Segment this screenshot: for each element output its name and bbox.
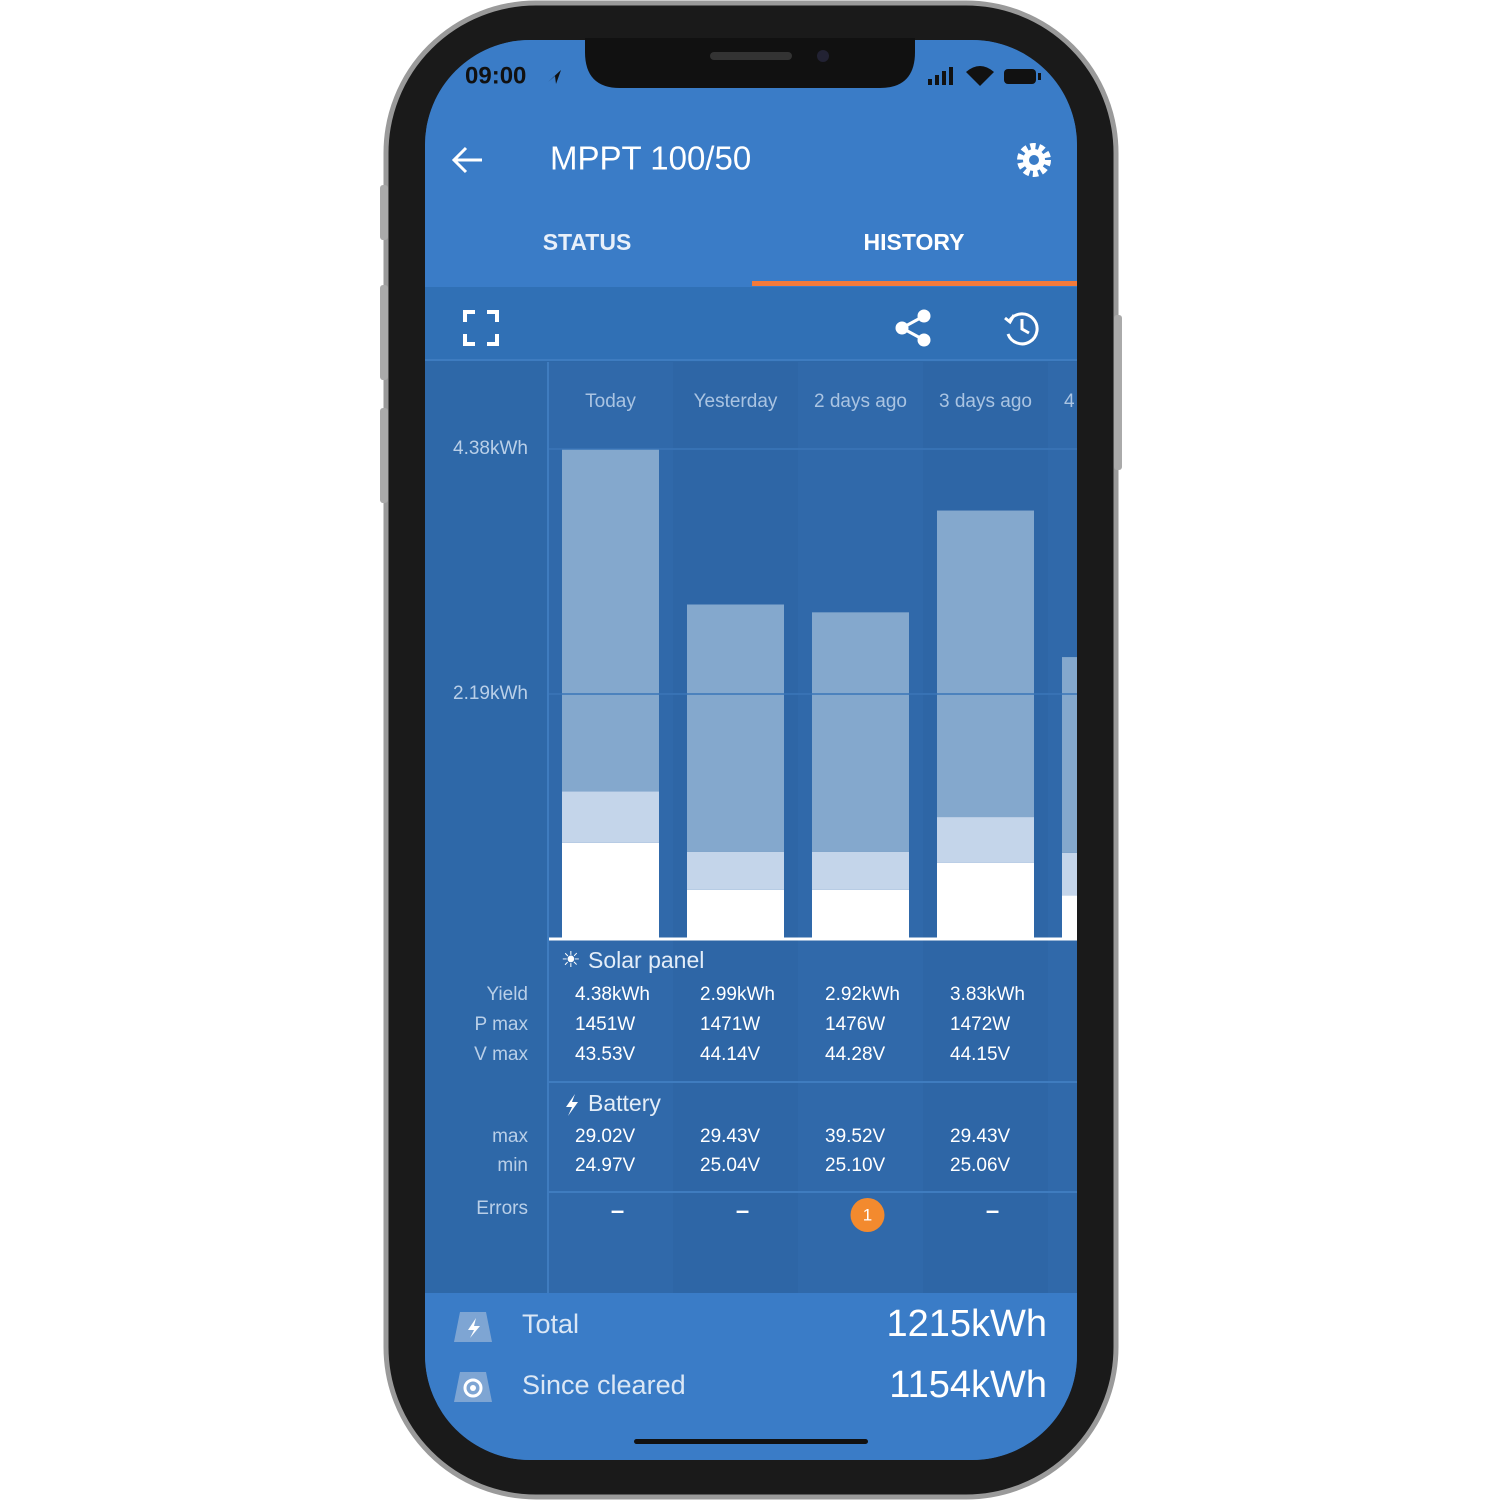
cell: 25.04V [700,1155,761,1176]
tab[interactable]: STATUS [543,229,632,255]
toolbar [425,287,1077,360]
error-cell: – [736,1197,749,1224]
fullscreen-button[interactable] [463,310,499,346]
y-tick-label: 4.38kWh [453,438,528,459]
error-badge [850,1198,885,1232]
bar-segment [812,612,909,852]
row-label: V max [474,1044,528,1065]
bar-segment [937,862,1034,939]
screen: Today Yesterday 2 days ago 3 days ago 4 days… [425,40,1157,1460]
clock: 09:00 [465,62,526,89]
wifi-icon [966,66,994,86]
row-label: max [492,1126,528,1147]
plot: Today Yesterday 2 days ago 3 days ago 4 days… [548,362,1157,1293]
side-button [380,408,388,503]
camera [817,50,829,62]
x-tick-label: Yesterday [694,391,778,412]
tab-indicator [752,281,1077,286]
cell: 2.92kWh [825,984,900,1005]
bar-segment [937,817,1034,863]
bar-segment [687,851,784,890]
bar-segment [562,842,659,939]
x-tick-label: 3 days ago [939,391,1032,412]
signal-icon [935,75,939,85]
row-label: min [497,1155,528,1176]
cell: 39.52V [825,1126,886,1147]
signal-icon [928,79,932,85]
section-title: Solar panel [588,947,704,973]
location-icon [548,70,561,84]
cell: 29.02V [575,1126,636,1147]
bar-segment [687,604,784,852]
side-button [380,185,388,240]
cell: 4.38kWh [575,984,650,1005]
bolt-icon [566,1094,578,1116]
cell: 1471W [700,1014,760,1035]
x-tick-label: 2 days ago [814,391,907,412]
cell: 44.15V [950,1044,1011,1065]
x-tick-label: Today [585,391,636,412]
cell: 29.43V [700,1126,761,1147]
notch [585,38,915,88]
app-title: MPPT 100/50 [550,140,751,177]
total-label: Since cleared [522,1370,686,1400]
total-icon [468,1318,480,1338]
sun-icon: ☀ [561,947,581,972]
bar-segment [562,449,659,792]
signal-icon [942,71,946,85]
y-tick-label: 2.19kWh [453,683,528,704]
x-tick-label: 4 days ago [1064,391,1157,412]
cell: 24.97V [575,1155,636,1176]
row-label: P max [474,1014,528,1035]
bar-segment [1062,895,1077,939]
bar-segment [812,851,909,890]
cell: 1476W [825,1014,885,1035]
share-button[interactable] [895,309,931,347]
cell: 43.53V [575,1044,636,1065]
cell: 44.28V [825,1044,886,1065]
total-value: 1154kWh [889,1364,1047,1406]
battery-icon [1004,69,1036,84]
error-cell: 1 [863,1205,872,1224]
row-label: Yield [486,984,528,1005]
side-button [1114,315,1122,470]
cell: 25.10V [825,1155,886,1176]
section-title: Battery [588,1090,661,1116]
cell: 1451W [575,1014,635,1035]
row-label: Errors [476,1198,528,1219]
cell: 25.06V [950,1155,1011,1176]
home-indicator [634,1439,868,1444]
bar-segment [562,791,659,843]
total-label: Total [522,1309,579,1339]
cell: 2.99kWh [700,984,775,1005]
side-button [380,285,388,380]
bar-segment [1062,657,1077,853]
bar-segment [937,510,1034,818]
total-value: 1215kWh [886,1303,1047,1345]
bar-segment [812,889,909,939]
cleared-icon [470,1385,476,1391]
settings-button[interactable] [1017,143,1051,177]
bar-segment [1062,852,1077,896]
battery-icon [1038,73,1041,80]
error-cell: – [986,1197,999,1224]
signal-icon [949,67,953,85]
history-button[interactable] [1004,312,1039,346]
totals-panel [425,1293,1077,1460]
cell: 3.83kWh [950,984,1025,1005]
cell: 29.43V [950,1126,1011,1147]
bar-segment [687,889,784,939]
cleared-icon [463,1378,483,1398]
speaker [710,52,792,60]
error-cell: – [611,1197,624,1224]
cell: 44.14V [700,1044,761,1065]
back-button[interactable] [451,146,482,174]
tab[interactable]: HISTORY [864,229,965,255]
cell: 1472W [950,1014,1010,1035]
